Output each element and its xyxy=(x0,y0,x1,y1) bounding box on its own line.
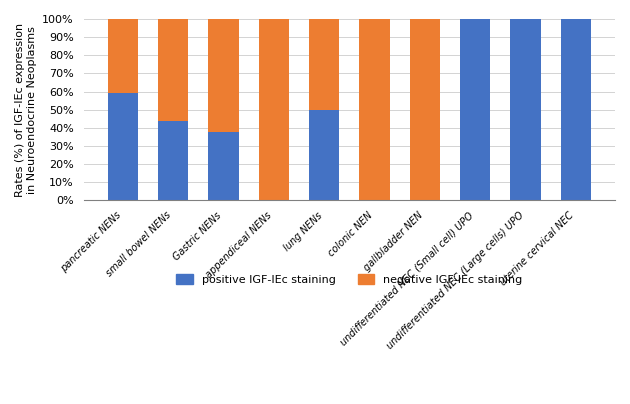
Bar xyxy=(510,19,541,200)
Bar xyxy=(359,19,389,200)
Bar xyxy=(561,19,591,200)
Legend: positive IGF-IEc staining, negative IGF-IEc staining: positive IGF-IEc staining, negative IGF-… xyxy=(171,269,527,289)
Bar xyxy=(309,110,339,200)
Bar xyxy=(209,132,239,200)
Bar xyxy=(158,121,188,200)
Bar xyxy=(108,19,138,93)
Bar xyxy=(309,19,339,110)
Bar xyxy=(460,19,490,200)
Bar xyxy=(108,93,138,200)
Y-axis label: Rates (%) of IGF-IEc expression
in Neuroendocrine Neoplasms: Rates (%) of IGF-IEc expression in Neuro… xyxy=(15,23,37,197)
Bar xyxy=(209,19,239,132)
Bar xyxy=(158,19,188,121)
Bar xyxy=(410,19,440,200)
Bar xyxy=(259,19,289,200)
